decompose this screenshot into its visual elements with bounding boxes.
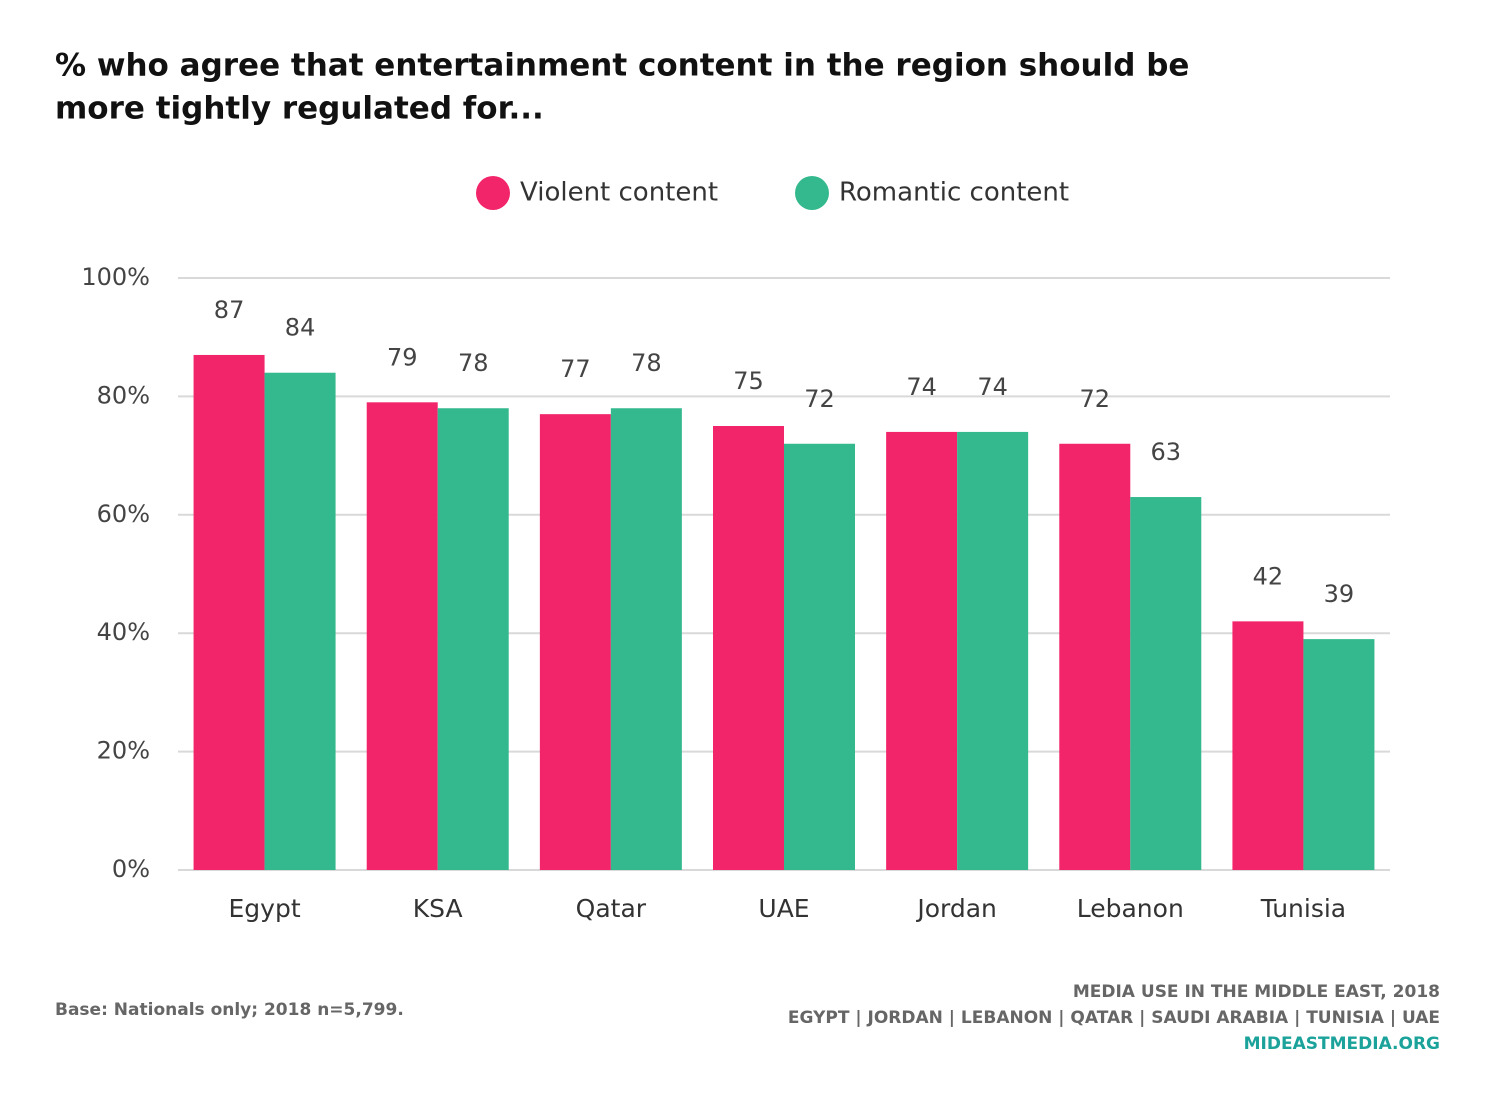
chart-title: more tightly regulated for... — [55, 91, 544, 127]
value-label: 78 — [458, 349, 489, 377]
y-tick-label: 60% — [97, 500, 150, 528]
source: MEDIA USE IN THE MIDDLE EAST, 2018 — [1073, 982, 1440, 1002]
value-label: 84 — [285, 314, 316, 342]
value-label: 79 — [387, 343, 418, 371]
source: EGYPT | JORDAN | LEBANON | QATAR | SAUDI… — [788, 1008, 1440, 1028]
legend-label: Violent content — [520, 178, 718, 208]
y-tick-label: 80% — [97, 381, 150, 409]
legend-swatch — [795, 176, 829, 210]
x-tick-label: Tunisia — [1260, 894, 1346, 923]
chart-title: % who agree that entertainment content i… — [55, 48, 1189, 84]
bar — [713, 426, 784, 870]
value-label: 74 — [977, 373, 1008, 401]
x-tick-label: Lebanon — [1077, 894, 1184, 923]
value-label: 72 — [1080, 385, 1111, 413]
y-tick-label: 0% — [112, 855, 150, 883]
legend-swatch — [476, 176, 510, 210]
footnote: Base: Nationals only; 2018 n=5,799. — [55, 1000, 404, 1020]
bar — [1130, 497, 1202, 870]
bar — [886, 431, 958, 870]
bar — [1232, 621, 1304, 870]
bar — [437, 408, 509, 870]
bar — [957, 431, 1029, 870]
value-label: 72 — [804, 385, 835, 413]
y-tick-label: 20% — [97, 737, 150, 765]
value-label: 42 — [1253, 562, 1284, 590]
bar — [784, 443, 855, 870]
bar — [539, 414, 611, 870]
bar — [264, 372, 336, 870]
x-tick-label: KSA — [413, 894, 463, 923]
source-url: MIDEASTMEDIA.ORG — [1244, 1034, 1440, 1054]
value-label: 63 — [1151, 438, 1182, 466]
bar — [610, 408, 682, 870]
value-label: 74 — [906, 373, 937, 401]
y-tick-label: 40% — [97, 618, 150, 646]
value-label: 39 — [1324, 580, 1355, 608]
bar — [193, 354, 265, 871]
value-label: 87 — [214, 296, 245, 324]
value-label: 78 — [631, 349, 662, 377]
value-label: 77 — [560, 355, 591, 383]
bar — [366, 402, 438, 870]
bar — [1059, 443, 1131, 870]
x-tick-label: Qatar — [576, 894, 647, 923]
bar — [1303, 639, 1375, 870]
x-tick-label: UAE — [758, 894, 809, 923]
legend-label: Romantic content — [839, 178, 1069, 208]
x-tick-label: Egypt — [229, 894, 301, 923]
y-tick-label: 100% — [81, 263, 150, 291]
x-tick-label: Jordan — [915, 894, 997, 923]
value-label: 75 — [733, 367, 764, 395]
